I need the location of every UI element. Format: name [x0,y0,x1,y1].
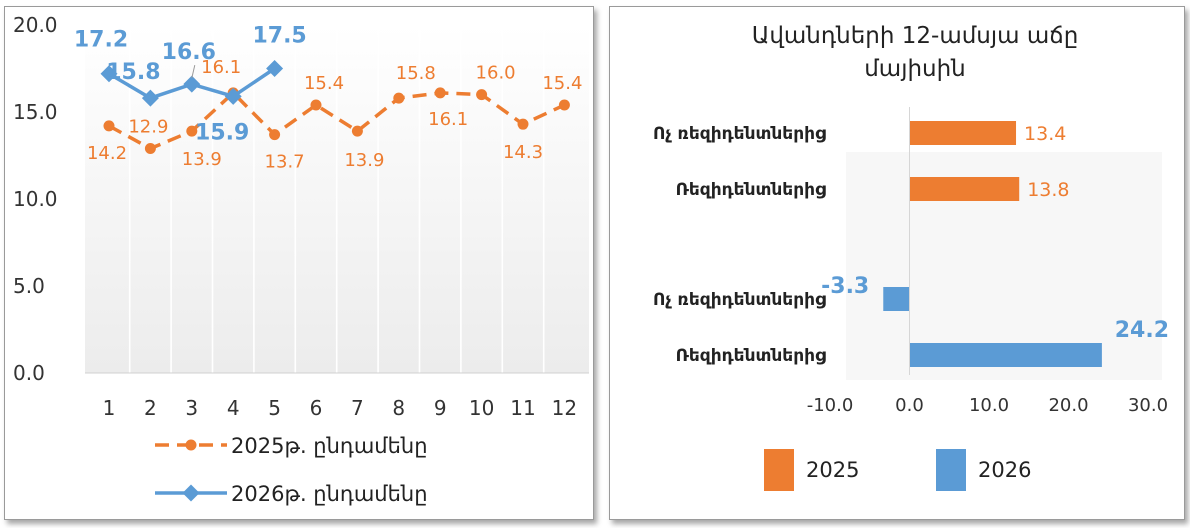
x-tick-label: 7 [351,396,364,420]
series-2025-label: 14.2 [87,143,127,164]
legend-label-2026: 2026 [978,458,1031,482]
series-2026-point [183,75,201,93]
category-label: Ոչ ռեզիդենտներից [653,290,826,310]
x-tick-label: 2 [144,396,157,420]
series-2025-line [108,90,566,151]
series-2025-point [393,92,405,104]
series-2025-label: 13.9 [344,150,384,171]
legend-2025-marker [185,439,197,451]
bar-2026 [909,343,1102,367]
series-2025-point [103,120,115,132]
series-2026-point [100,65,118,83]
x-tick-label: 3 [185,396,198,420]
legend-label-2025: 2025 [806,458,859,482]
x-tick-label: 8 [392,396,405,420]
bar-2026 [883,287,910,311]
y-tick-label: 5.0 [13,274,45,298]
bar-2025 [909,121,1017,145]
x-tick-label: 10 [469,396,494,420]
series-2026-label: 17.5 [252,24,306,49]
x-tick-label: 0.0 [895,395,924,416]
x-tick-label: 10.0 [969,395,1009,416]
series-2026-label: 17.2 [74,28,128,53]
series-2025-label: 16.1 [201,57,241,78]
line-chart: 0.05.010.015.020.01 2 3 4 5 6 7 8 9 10 11 1214.212.… [13,13,589,506]
chart-title: մայիսին [864,56,966,82]
series-2026-point [224,87,242,105]
x-tick-label: 11 [510,396,535,420]
x-tick-label: -10.0 [807,395,854,416]
x-tick-label: 12 [552,396,577,420]
series-2026-point [141,89,159,107]
x-tick-label: 6 [310,396,323,420]
legend-swatch-2026 [936,449,966,491]
legend-swatch-2025 [764,449,794,491]
bar-value-label: 24.2 [1115,318,1169,343]
series-2025-label: 12.9 [128,117,168,138]
legend-2026-label: 2026թ. ընդամենը [231,482,428,506]
series-2025-label: 15.8 [396,63,436,84]
series-2026-label: 15.9 [195,120,249,145]
series-2025-point [351,125,363,137]
series-2026-point [266,60,284,77]
y-tick-label: 15.0 [13,100,58,124]
series-2025-label: 15.4 [542,73,582,94]
chart-title: Ավանդների 12-ամսյա աճը [752,23,1079,49]
legend-2026-marker [182,484,200,502]
line-chart-panel: 0.0 5.0 10.0 15.0 20.0 1 2 3 4 5 6 7 8 9 10 11 12 14.2 12.… [4,6,594,520]
leader-line [191,65,196,79]
y-tick-label: 20.0 [13,13,58,37]
series-2026-label: 16.6 [162,40,216,65]
series-2025-label: 16.1 [428,109,468,130]
bar-2025 [909,177,1020,201]
bar-value-label: 13.8 [1027,179,1069,201]
series-2025-point [144,143,156,155]
legend-2025-label: 2025թ. ընդամենը [231,434,428,458]
category-label: Ռեզիդենտներից [676,180,826,200]
series-2025-label: 15.4 [304,73,344,94]
category-label: Ռեզիդենտներից [676,346,826,366]
series-2025-point [186,125,198,137]
y-tick-label: 10.0 [13,187,58,211]
series-2025-label: 13.7 [265,152,305,173]
y-tick-label: 0.0 [13,361,45,385]
series-2025-point [434,87,446,99]
x-tick-label: 9 [434,396,447,420]
x-tick-label: 1 [103,396,116,420]
x-tick-label: 4 [227,396,240,420]
category-label: Ոչ ռեզիդենտներից [653,124,826,144]
series-2025-label: 16.0 [476,63,516,84]
series-2025-point [310,99,322,111]
series-2025-point [517,118,529,130]
series-2025-point [558,99,570,111]
bar-value-label: -3.3 [821,274,869,299]
series-2025-label: 13.9 [182,149,222,170]
series-2025-point [269,129,281,141]
bar-chart: Ավանդների 12-ամսյա աճը մայիսին Ոչ ռեզիդենտ… [653,23,1169,491]
series-2026-label: 15.8 [106,60,160,85]
x-tick-label: 30.0 [1128,395,1168,416]
x-tick-label: 5 [268,396,281,420]
series-2025-point [476,89,488,101]
x-tick-label: 20.0 [1048,395,1088,416]
series-2025-label: 14.3 [503,142,543,163]
bar-chart-panel: Ավանդների 12-ամսյա աճը մայիսին Ոչ ռեզիդենտ… [609,6,1185,520]
bar-value-label: 13.4 [1024,123,1066,145]
